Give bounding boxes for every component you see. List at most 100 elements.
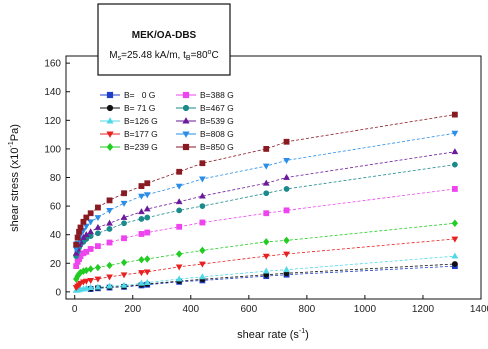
data-point (144, 229, 151, 236)
data-point (120, 200, 128, 207)
legend-label: B= 0 G (124, 90, 155, 100)
legend-label: B=126 G (124, 116, 158, 126)
data-point (451, 252, 459, 259)
legend-item: B=808 G (176, 129, 234, 139)
series-9 (73, 111, 458, 248)
data-point (94, 276, 102, 283)
x-tick-label: 0 (72, 304, 78, 315)
legend-item: B=467 G (176, 103, 234, 113)
y-tick-label: 140 (44, 87, 61, 98)
data-point (138, 231, 145, 237)
x-tick-label: 200 (124, 304, 141, 315)
legend-marker (182, 117, 190, 124)
legend-item: B=388 G (176, 90, 234, 100)
data-point (120, 272, 128, 279)
y-tick-label: 120 (44, 116, 61, 127)
data-point (95, 230, 101, 237)
data-point (120, 281, 128, 288)
data-point (199, 273, 206, 280)
legend-item: B=126 G (100, 116, 158, 126)
x-tick-label: 1200 (412, 304, 435, 315)
data-point (138, 216, 145, 222)
data-point (263, 210, 270, 217)
data-point (106, 239, 113, 246)
data-point (199, 192, 206, 199)
y-axis: 0 20 40 60 80 100 120 140 160 (44, 59, 70, 298)
data-point (199, 261, 206, 268)
legend-item: B=850 G (176, 142, 234, 152)
data-point (283, 266, 290, 273)
data-point (143, 192, 151, 199)
legend-marker (106, 143, 114, 151)
legend-label: B=850 G (200, 142, 234, 152)
data-point (121, 235, 127, 242)
series-layer (72, 111, 459, 293)
data-point (82, 278, 90, 285)
data-point (263, 238, 270, 246)
x-tick-label: 400 (182, 304, 199, 315)
data-point (94, 215, 102, 222)
data-point (262, 267, 270, 274)
data-point (262, 163, 270, 170)
data-point (283, 236, 290, 245)
data-point (199, 176, 206, 183)
data-point (175, 275, 183, 282)
legend-marker (182, 91, 190, 99)
series-line (75, 238, 455, 288)
data-point (83, 214, 90, 221)
data-point (451, 148, 459, 155)
data-point (87, 246, 94, 252)
series-0 (87, 263, 458, 292)
data-point (451, 130, 459, 137)
data-point (143, 269, 151, 276)
legend-marker (182, 131, 190, 138)
series-3 (72, 236, 459, 292)
data-point (77, 224, 84, 231)
y-tick-label: 100 (44, 144, 61, 155)
data-point (121, 220, 127, 227)
data-point (72, 249, 80, 256)
legend-label: B= 71 G (124, 103, 155, 113)
data-point (175, 198, 183, 205)
legend-marker (106, 131, 114, 138)
legend-marker (106, 104, 114, 112)
data-point (143, 278, 151, 285)
data-point (73, 241, 80, 248)
legend: B= 0 G B= 71 G B=126 G B=177 G B=239 G B=388 … (100, 90, 234, 152)
legend-label: B=239 G (124, 142, 158, 152)
legend-item: B=539 G (176, 116, 234, 126)
chart-title: MEK/OA-DBS (132, 30, 197, 41)
chart-subtitle: Ms=25.48 kA/m, tB=80oC (109, 49, 218, 62)
x-axis-label: shear rate (s-1) (237, 328, 309, 341)
series-7 (72, 148, 459, 256)
data-point (82, 284, 90, 291)
data-point (120, 258, 128, 267)
data-point (82, 231, 90, 238)
data-point (451, 161, 458, 168)
x-tick-label: 1000 (354, 304, 377, 315)
legend-item: B=177 G (100, 129, 158, 139)
data-point (176, 223, 183, 230)
data-point (451, 186, 458, 192)
data-point (175, 264, 183, 271)
data-point (199, 219, 206, 226)
data-point (199, 246, 206, 255)
data-point (95, 243, 101, 250)
y-tick-label: 20 (50, 259, 62, 270)
data-point (106, 261, 113, 270)
data-point (87, 278, 95, 285)
legend-label: B=808 G (200, 129, 234, 139)
legend-label: B=467 G (200, 103, 234, 113)
y-axis-label: shear stress (x10-1Pa) (8, 124, 21, 232)
legend-marker (106, 117, 114, 124)
data-point (144, 180, 151, 187)
data-point (120, 213, 128, 220)
data-point (87, 210, 94, 217)
data-point (451, 111, 458, 118)
data-point (74, 234, 81, 241)
data-point (143, 205, 151, 212)
legend-item: B= 71 G (100, 103, 155, 113)
data-point (138, 208, 145, 215)
